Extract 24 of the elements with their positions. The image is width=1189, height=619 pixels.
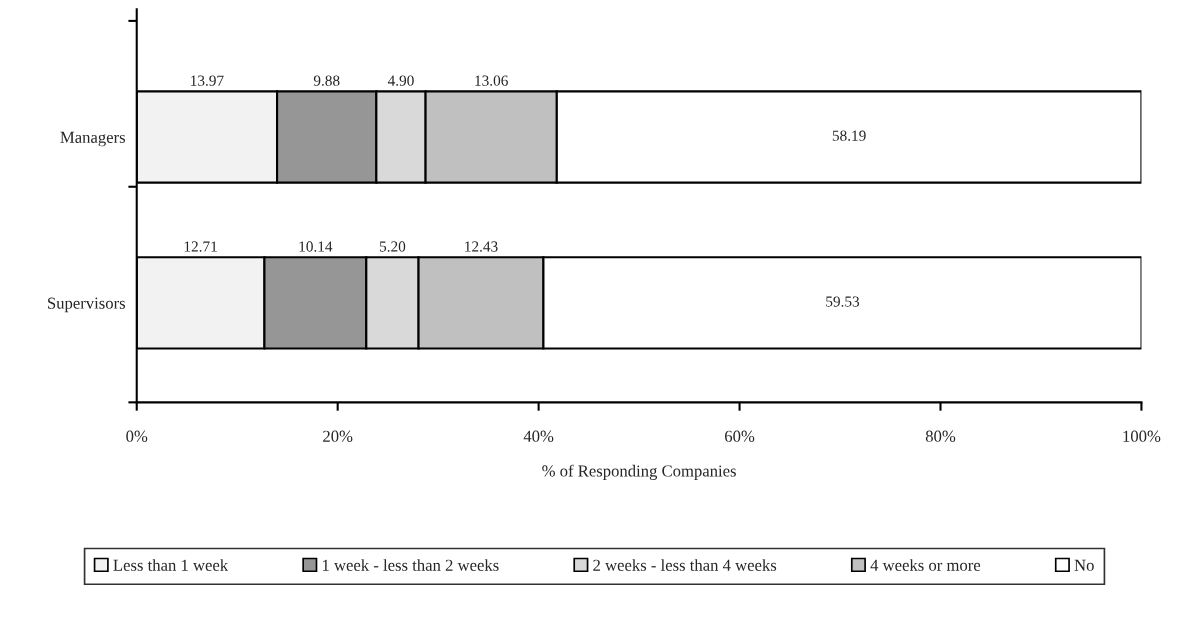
data-label: 9.88 [313,75,340,86]
x-tick-label: 80% [925,430,956,442]
y-tick-label: Managers [60,131,126,147]
x-tick-label: 0% [126,430,148,442]
data-label: 58.19 [832,130,866,141]
x-tick-label: 100% [1123,430,1161,442]
data-label: 4.90 [387,75,414,86]
data-label: 13.06 [475,75,508,86]
legend-label: Less than 1 week [113,559,229,571]
x-tick-label: 20% [323,430,353,442]
data-label: 10.14 [299,241,333,252]
data-label: 59.53 [826,296,860,307]
x-axis-title: % of Responding Companies [542,464,736,481]
y-tick-label: Supervisors [48,297,126,313]
legend-label: 2 weeks - less than 4 weeks [593,559,777,571]
legend-label: No [1074,559,1094,571]
data-label: 12.43 [465,241,498,252]
x-tick-label: 40% [523,430,554,442]
legend-label: 4 weeks or more [870,559,981,571]
data-label: 12.71 [184,241,217,252]
legend-label: 1 week - less than 2 weeks [322,559,499,571]
data-label: 5.20 [379,241,406,252]
data-label: 13.97 [191,75,224,86]
x-tick-label: 60% [725,430,755,442]
